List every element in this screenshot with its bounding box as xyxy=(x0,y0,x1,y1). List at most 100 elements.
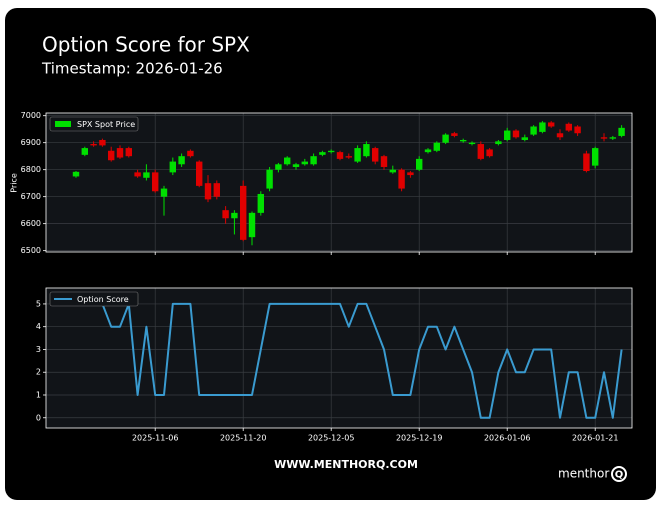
candle-body xyxy=(600,137,608,139)
candle-body xyxy=(257,193,264,213)
legend-box xyxy=(49,291,139,307)
candle-body xyxy=(407,172,414,176)
plot-area xyxy=(46,288,632,428)
candle-body xyxy=(319,152,326,155)
x-tick-label: 2026-01-06 xyxy=(484,434,531,443)
candle-body xyxy=(486,149,493,157)
candle-body xyxy=(389,169,396,173)
chart-subtitle: Timestamp: 2026-01-26 xyxy=(41,60,223,78)
candle-body xyxy=(187,150,194,157)
candle-body xyxy=(248,212,256,238)
candle-body xyxy=(416,158,423,170)
candle-body xyxy=(451,133,458,136)
candle-body xyxy=(275,164,282,170)
candle-body xyxy=(424,149,432,153)
x-tick-label: 2026-01-21 xyxy=(572,434,619,443)
logo-ring xyxy=(611,466,627,482)
candle-body xyxy=(460,139,467,142)
candle-body xyxy=(134,172,141,177)
logo-mark: Q xyxy=(615,470,624,481)
footer: WWW.MENTHORQ.COM xyxy=(274,458,418,471)
candle-body xyxy=(468,142,476,145)
y-tick-label: 6800 xyxy=(21,165,41,174)
candle-body xyxy=(99,139,106,146)
candle-body xyxy=(81,148,88,155)
candle-body xyxy=(178,156,185,165)
candle-body xyxy=(556,133,564,138)
candle-body xyxy=(284,157,291,165)
candle-body xyxy=(521,137,528,140)
candle-body xyxy=(380,156,388,167)
candle-body xyxy=(231,212,238,219)
candle-body xyxy=(336,152,344,159)
legend-label: SPX Spot Price xyxy=(77,120,135,129)
legend: SPX Spot Price xyxy=(49,116,139,132)
candle-body xyxy=(609,137,616,139)
candle-body xyxy=(108,150,115,161)
candle-body xyxy=(442,134,449,143)
candle-body xyxy=(372,148,379,162)
x-tick-label: 2025-11-20 xyxy=(220,434,267,443)
candle-body xyxy=(125,148,132,157)
candle-body xyxy=(72,171,80,177)
chart-title: Option Score for SPX xyxy=(42,33,250,57)
y-tick-label: 7000 xyxy=(21,111,41,120)
candle-body xyxy=(143,172,150,178)
candle-body xyxy=(512,130,520,138)
x-tick-label: 2025-12-19 xyxy=(396,434,443,443)
candle-body xyxy=(574,126,581,134)
candle-body xyxy=(240,185,247,240)
candle-body xyxy=(583,153,590,172)
candle-body xyxy=(398,169,405,189)
candle-body xyxy=(363,144,370,157)
candle-body xyxy=(292,164,300,167)
candle-body xyxy=(222,210,229,219)
candle-body xyxy=(213,183,220,197)
y-tick-label: 3 xyxy=(36,345,41,354)
candle-body xyxy=(328,150,335,153)
candle-body xyxy=(152,172,159,192)
plot-frame xyxy=(45,112,633,253)
y-tick-label: 1 xyxy=(36,390,41,399)
y-tick-label: 5 xyxy=(36,299,41,308)
candle-body xyxy=(565,123,572,131)
candle-body xyxy=(530,126,537,135)
candle-body xyxy=(345,156,352,158)
legend-label: Option Score xyxy=(77,295,129,304)
candle-body xyxy=(618,127,625,136)
y-tick-label: 6500 xyxy=(21,246,41,255)
candle-body xyxy=(204,183,212,200)
candle-body xyxy=(90,144,97,146)
x-tick-label: 2025-12-05 xyxy=(308,434,355,443)
y-tick-label: 4 xyxy=(36,322,41,331)
legend-swatch xyxy=(55,121,71,127)
y-tick-label: 6700 xyxy=(21,192,41,201)
candle-body xyxy=(160,188,168,197)
candle-body xyxy=(310,156,317,165)
candle-body xyxy=(592,148,599,166)
candle-body xyxy=(548,122,555,127)
legend-box xyxy=(49,116,139,132)
candle-body xyxy=(196,161,203,186)
candle-body xyxy=(504,130,511,140)
y-tick-label: 0 xyxy=(36,413,41,422)
candle-body xyxy=(539,122,546,132)
candle-body xyxy=(477,144,484,159)
y-axis-label: Price xyxy=(10,173,19,193)
y-tick-label: 6600 xyxy=(21,219,41,228)
candle-body xyxy=(116,148,124,158)
y-tick-label: 6900 xyxy=(21,138,41,147)
candle-body xyxy=(354,148,361,162)
candle-body xyxy=(495,141,502,145)
legend: Option Score xyxy=(49,291,139,307)
candle-body xyxy=(266,169,273,189)
x-tick-label: 2025-11-06 xyxy=(132,434,179,443)
candle-body xyxy=(169,161,176,173)
plot-area xyxy=(46,113,632,252)
score-line xyxy=(101,302,623,419)
logo: menthor xyxy=(558,467,609,481)
y-tick-label: 2 xyxy=(36,368,41,377)
plot-frame xyxy=(45,287,633,429)
candle-body xyxy=(301,161,308,165)
